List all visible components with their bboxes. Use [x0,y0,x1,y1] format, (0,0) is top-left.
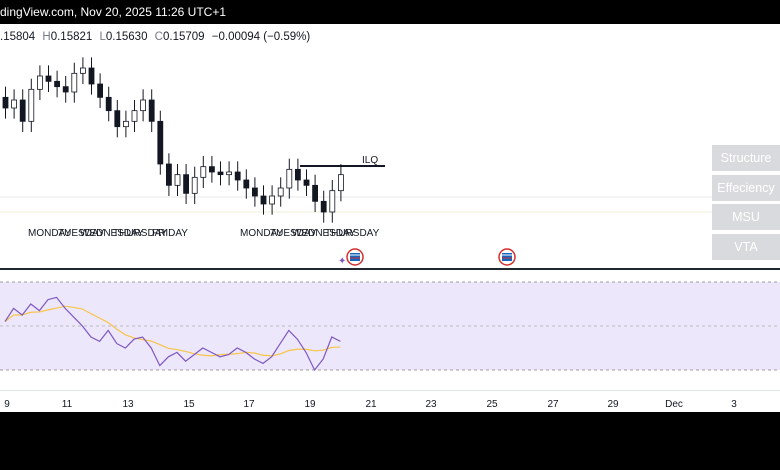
time-tick: 25 [486,399,498,410]
time-tick: 21 [365,399,377,410]
candle-body [165,163,172,186]
candle-body [312,184,319,202]
candle-body [208,166,215,173]
time-tick: 3 [731,399,737,410]
efficiency-button[interactable]: Effeciency [712,175,780,201]
msu-button[interactable]: MSU [712,204,780,230]
candle-body [183,174,190,194]
candle-body [234,171,241,181]
candle-body [19,99,26,122]
chart-header-title: dingView.com, Nov 20, 2025 11:26 UTC+1 [0,5,227,19]
close-value: 0.15709 [162,31,205,43]
candle-body [226,171,233,176]
candle-body [114,110,121,128]
bottom-bar [0,412,780,470]
day-label-friday-1: FRIDAY [152,228,188,239]
day-label-thursday-2: THURSDAY [325,228,380,239]
low-prefix: L [99,31,106,43]
candle-body [62,86,69,93]
candle-body [80,67,86,74]
candle-body [329,190,336,213]
candle-body [71,72,78,93]
sparkle-icon[interactable]: ✦ [338,256,346,267]
day-label-wednesday-1: WEDNESDAY [80,228,144,239]
candle-body [217,171,224,176]
day-label-monday-1: MONDAY [28,228,72,239]
candle-body [148,99,155,122]
candle-body [131,110,138,122]
change-value: −0.00094 (−0.59%) [211,31,311,43]
time-tick: 11 [61,399,73,410]
candlestick-chart[interactable]: ILQ ✦ [0,24,780,270]
candle-body [97,83,103,98]
day-label-thursday-1: THURSDAY [113,228,168,239]
candle-body [157,120,164,165]
time-tick: 29 [607,399,619,410]
candle-body [303,179,310,186]
day-label-monday-2: MONDAY [240,228,284,239]
day-label-tuesday-1: TUESDAY [58,228,105,239]
time-axis[interactable]: 9 11 13 15 17 19 21 23 25 27 29 Dec 3 [0,390,780,413]
time-tick: 27 [547,399,559,410]
ilq-label: ILQ [362,155,378,166]
vta-button[interactable]: VTA [712,234,780,260]
candle-body [243,179,250,189]
news-event-markers: ✦ [338,248,516,267]
candle-body [2,96,9,109]
low-value: 0.15630 [105,31,148,43]
ohlc-legend: .15804 H0.15821 L0.15630 C0.15709 −0.000… [0,31,314,43]
candle-body [54,80,60,88]
time-tick: Dec [665,399,683,410]
candle-body [260,195,267,205]
high-prefix: H [42,31,51,43]
high-value: 0.15821 [50,31,93,43]
candle-body [28,88,35,122]
candle-body [200,166,207,178]
time-tick: 23 [425,399,437,410]
day-label-tuesday-2: TUESDAY [270,228,317,239]
candle-body [174,174,181,186]
candle-body [320,200,327,213]
price-pane[interactable] [0,24,780,270]
rsi-chart [0,281,780,372]
rsi-line [4,296,341,372]
time-tick: 15 [183,399,195,410]
candle-body [45,75,52,82]
candle-body [251,187,258,197]
time-tick: 13 [122,399,134,410]
candle-body [277,187,284,197]
flag-canton [350,253,360,261]
time-tick: 9 [4,399,10,410]
candle-body [286,168,293,189]
candle-body [11,99,18,109]
flag-canton [502,253,512,261]
candles-group [2,57,344,223]
time-tick: 19 [304,399,316,410]
candle-body [88,67,95,85]
candle-body [294,168,301,181]
open-value: .15804 [0,31,36,43]
rsi-ma-line [4,305,341,357]
top-bar: dingView.com, Nov 20, 2025 11:26 UTC+1 [0,0,780,24]
close-prefix: C [154,31,163,43]
day-label-wednesday-2: WEDNESDAY [292,228,356,239]
rsi-pane[interactable] [0,270,780,390]
candle-body [191,176,198,194]
candle-body [337,174,344,192]
candle-body [269,195,276,205]
time-tick: 17 [243,399,255,410]
candle-body [105,96,112,112]
candle-body [140,99,147,112]
candle-body [37,75,43,90]
pane-separator[interactable] [0,268,780,270]
structure-button[interactable]: Structure [712,145,780,171]
candle-body [123,120,129,128]
